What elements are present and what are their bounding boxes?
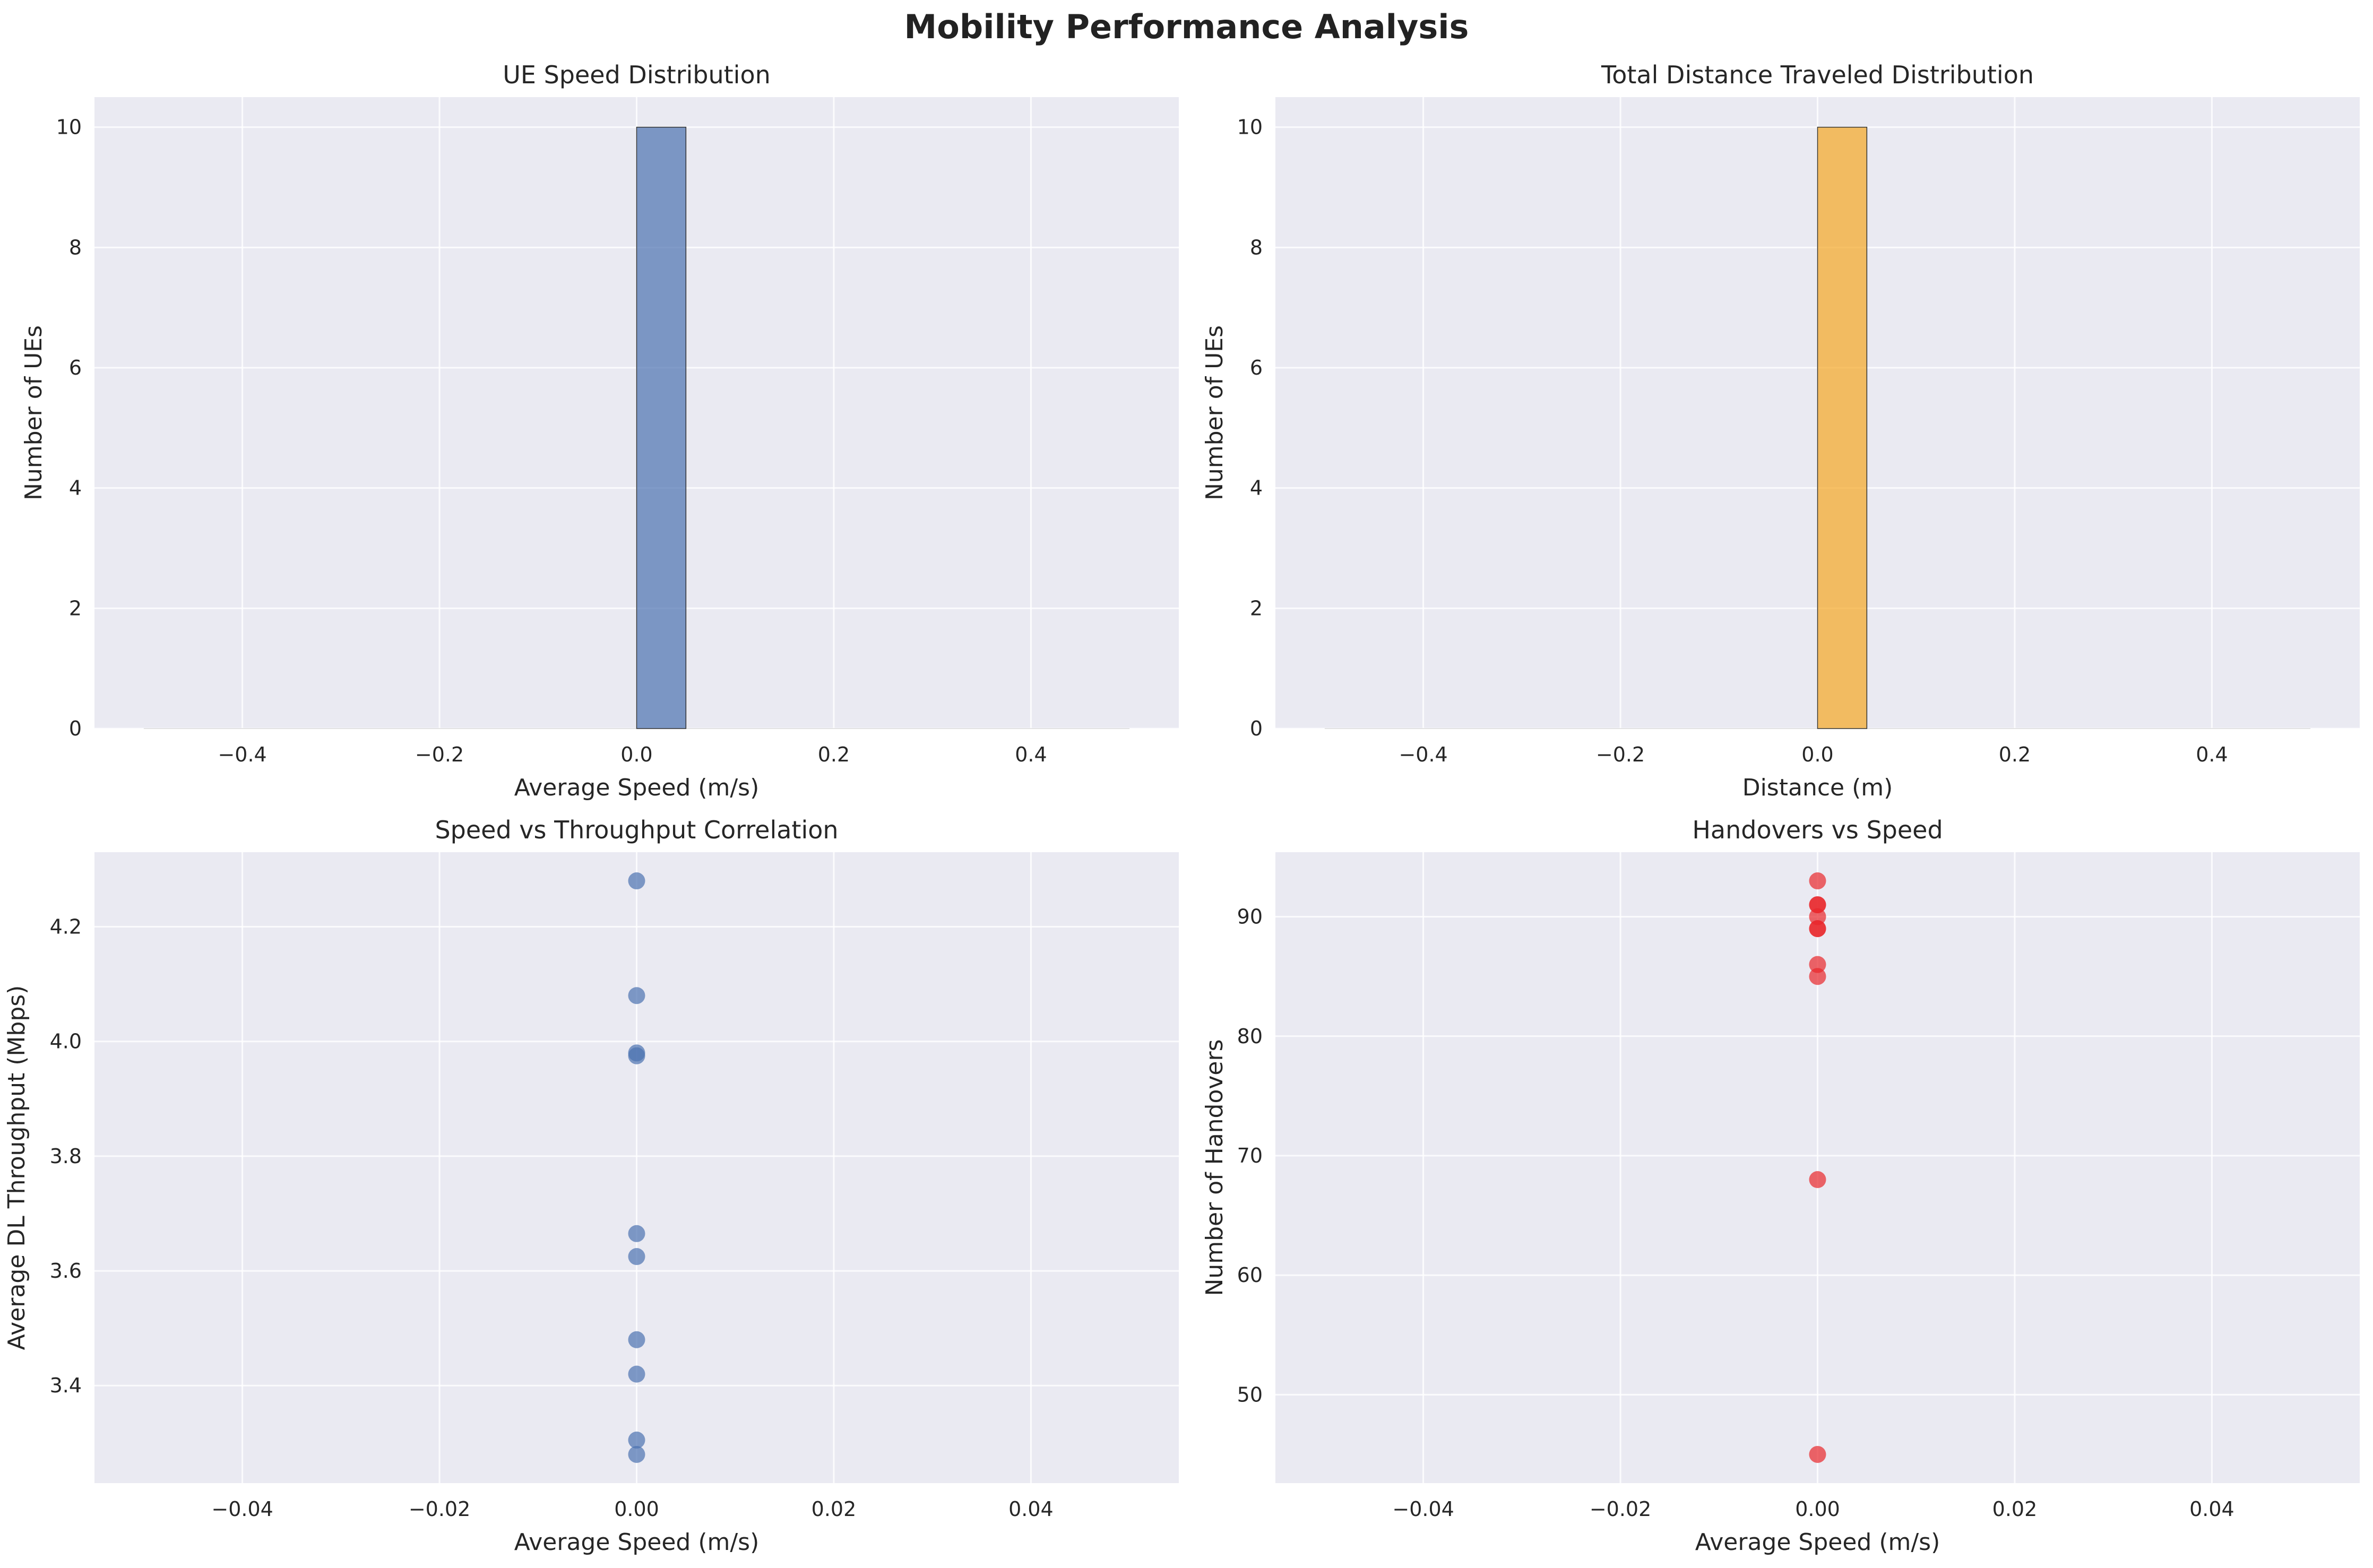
- x-axis-label: Distance (m): [1742, 774, 1893, 801]
- scatter-point: [628, 1225, 645, 1242]
- scatter-point: [1809, 920, 1826, 938]
- x-tick-label: −0.4: [1399, 743, 1447, 766]
- x-tick-label: 0.0: [1801, 743, 1833, 766]
- scatter-point: [1809, 1171, 1826, 1189]
- x-tick-label: −0.04: [211, 1497, 273, 1521]
- scatter-point: [628, 1431, 645, 1449]
- x-tick-label: 0.2: [1999, 743, 2031, 766]
- x-tick-label: −0.04: [1392, 1497, 1454, 1521]
- scatter-point: [1809, 896, 1826, 914]
- subplot-speed-vs-throughput: −0.04 −0.02 0.00 0.02 0.04 3.4 3.6 3.8 4.0 4.2 Spe…: [3, 816, 1179, 1556]
- scatter-point: [628, 1047, 645, 1064]
- x-tick-label: −0.02: [409, 1497, 470, 1521]
- subplot-title: UE Speed Distribution: [503, 60, 771, 89]
- y-tick-label: 4.2: [50, 915, 82, 939]
- y-tick-label: 80: [1237, 1025, 1263, 1048]
- subplot-total-distance-distribution: −0.4 −0.2 0.0 0.2 0.4 0 2 4 6 8 10 Total Distance T…: [1201, 60, 2360, 801]
- x-tick-label: 0.02: [1992, 1497, 2038, 1521]
- y-tick-label: 60: [1237, 1263, 1263, 1287]
- subplot-ue-speed-distribution: −0.4 −0.2 0.0 0.2 0.4 0 2 4 6 8 10 UE Speed Distrib…: [20, 60, 1179, 801]
- x-tick-label: 0.04: [2189, 1497, 2234, 1521]
- y-tick-label: 50: [1237, 1383, 1263, 1406]
- y-axis-label: Average DL Throughput (Mbps): [3, 985, 30, 1350]
- x-axis-label: Average Speed (m/s): [1695, 1529, 1940, 1556]
- x-tick-label: 0.00: [614, 1497, 659, 1521]
- histogram-bar: [1817, 126, 1868, 729]
- x-tick-label: −0.02: [1590, 1497, 1651, 1521]
- scatter-point: [1809, 872, 1826, 890]
- x-tick-label: 0.00: [1795, 1497, 1840, 1521]
- x-tick-label: −0.4: [218, 743, 266, 766]
- y-tick-label: 10: [56, 116, 82, 139]
- x-axis-label: Average Speed (m/s): [514, 774, 760, 801]
- scatter-point: [1809, 956, 1826, 973]
- subplot-title: Speed vs Throughput Correlation: [435, 816, 838, 844]
- x-tick-label: −0.2: [1596, 743, 1645, 766]
- y-tick-label: 70: [1237, 1144, 1263, 1167]
- y-tick-label: 3.4: [50, 1374, 82, 1397]
- y-tick-label: 8: [69, 236, 82, 259]
- scatter-point: [628, 1331, 645, 1348]
- scatter-point: [1809, 1445, 1826, 1463]
- scatter-point: [628, 1445, 645, 1463]
- x-tick-label: 0.02: [812, 1497, 857, 1521]
- y-tick-label: 2: [1250, 596, 1263, 620]
- y-tick-label: 8: [1250, 236, 1263, 259]
- y-tick-label: 6: [69, 356, 82, 379]
- y-axis-label: Number of Handovers: [1201, 1039, 1228, 1296]
- x-axis-label: Average Speed (m/s): [514, 1529, 760, 1556]
- x-tick-label: 0.0: [620, 743, 652, 766]
- y-tick-label: 3.6: [50, 1259, 82, 1283]
- histogram-bar: [636, 126, 687, 729]
- scatter-point: [628, 987, 645, 1004]
- x-tick-label: 0.2: [818, 743, 850, 766]
- x-tick-label: 0.4: [2196, 743, 2228, 766]
- y-tick-label: 10: [1237, 116, 1263, 139]
- y-tick-label: 3.8: [50, 1145, 82, 1168]
- scatter-point: [628, 1365, 645, 1383]
- scatter-point: [1809, 968, 1826, 985]
- scatter-point: [628, 1248, 645, 1266]
- y-tick-label: 0: [1250, 717, 1263, 740]
- subplot-title: Total Distance Traveled Distribution: [1601, 60, 2034, 89]
- scatter-point: [628, 872, 645, 890]
- y-tick-label: 4: [69, 477, 82, 500]
- y-tick-label: 6: [1250, 356, 1263, 379]
- subplot-title: Handovers vs Speed: [1692, 816, 1943, 844]
- y-axis-label: Number of UEs: [1201, 325, 1228, 500]
- y-tick-label: 4: [1250, 477, 1263, 500]
- y-axis-label: Number of UEs: [20, 325, 47, 500]
- scatter-point: [1809, 908, 1826, 925]
- x-tick-label: −0.2: [415, 743, 464, 766]
- subplot-handovers-vs-speed: −0.04 −0.02 0.00 0.02 0.04 50 60 70 80 90 Handover…: [1201, 816, 2360, 1556]
- y-tick-label: 0: [69, 717, 82, 740]
- x-tick-label: 0.04: [1008, 1497, 1054, 1521]
- x-tick-label: 0.4: [1015, 743, 1047, 766]
- y-tick-label: 4.0: [50, 1030, 82, 1053]
- figure-title: Mobility Performance Analysis: [904, 7, 1469, 46]
- y-tick-label: 2: [69, 596, 82, 620]
- y-tick-label: 90: [1237, 905, 1263, 929]
